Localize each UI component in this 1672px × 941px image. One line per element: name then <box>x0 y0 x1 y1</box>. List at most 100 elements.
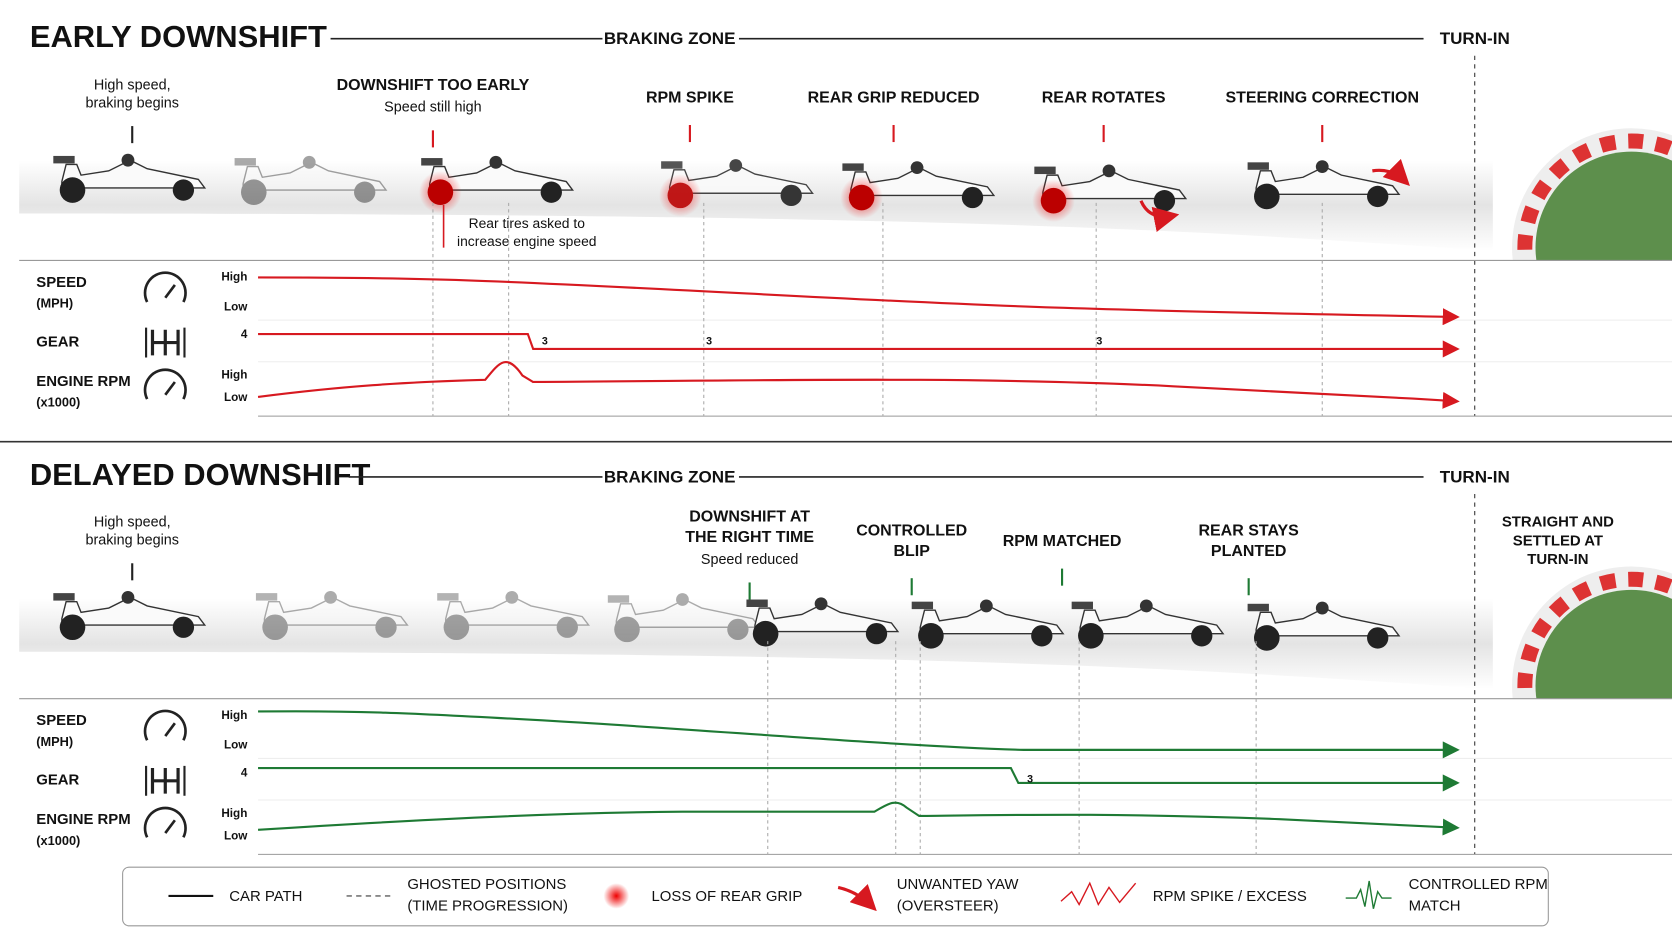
callout-heading: STEERING CORRECTION <box>1225 90 1419 107</box>
panel-title: EARLY DOWNSHIFT <box>30 19 327 54</box>
scale-label: High <box>221 709 247 722</box>
car <box>255 590 409 641</box>
front-wheel <box>780 184 802 207</box>
graph-lines <box>257 710 1460 836</box>
rear-wing <box>746 599 768 607</box>
helmet <box>1315 160 1329 173</box>
car <box>658 159 814 217</box>
yaw-arrow <box>1372 158 1410 187</box>
rear-wheel <box>667 182 694 209</box>
gauge-needle <box>164 722 176 737</box>
annotation: increase engine speed <box>457 233 596 249</box>
helmet <box>910 161 924 175</box>
legend-swatch <box>837 884 877 912</box>
rear-wheel <box>1040 187 1067 214</box>
graph-lines <box>257 276 1460 409</box>
car <box>53 590 207 641</box>
rear-wing <box>911 601 934 610</box>
scale-label: High <box>221 807 247 820</box>
scale-label: High <box>221 271 247 284</box>
helmet <box>505 590 519 604</box>
front-wheel <box>172 616 195 638</box>
rear-wing <box>1247 162 1269 170</box>
legend-label: (OVERSTEER) <box>897 898 999 915</box>
rear-wheel <box>240 179 267 205</box>
rear-wheel <box>1254 625 1280 651</box>
gauge-needle <box>164 381 176 396</box>
row-label: ENGINE RPM <box>36 373 130 390</box>
callout-note: Speed reduced <box>701 552 799 568</box>
helmet <box>1315 601 1329 615</box>
row-unit: (MPH) <box>36 734 73 749</box>
car <box>1032 164 1188 223</box>
car <box>746 597 900 647</box>
car <box>1247 601 1401 651</box>
rear-wing <box>53 155 75 164</box>
callout-heading: REAR GRIP REDUCED <box>808 90 980 107</box>
front-wheel <box>865 622 888 645</box>
gauge-needle <box>164 284 176 299</box>
front-wheel <box>727 618 749 641</box>
car <box>437 590 590 641</box>
row-label: ENGINE RPM <box>36 811 130 828</box>
car <box>53 153 207 203</box>
rear-wheel <box>59 177 86 203</box>
scale-label: 4 <box>241 328 248 341</box>
gear-mark: 3 <box>542 335 548 347</box>
legend-label: CONTROLLED RPM <box>1409 876 1548 893</box>
gauge-icon <box>143 368 187 400</box>
helmet <box>324 590 337 604</box>
legend-box <box>122 866 1549 927</box>
legend-swatch <box>1345 880 1392 909</box>
legend-label: UNWANTED YAW <box>897 876 1020 893</box>
rear-wing <box>842 163 864 171</box>
helmet <box>814 597 828 611</box>
rear-wheel <box>918 622 944 649</box>
legend-swatch <box>1060 881 1137 907</box>
rear-wheel <box>262 614 288 641</box>
rear-wing <box>255 593 278 601</box>
front-wheel <box>1367 627 1389 649</box>
car <box>840 161 996 219</box>
front-wheel <box>540 181 562 203</box>
helmet <box>489 155 503 169</box>
helmet <box>121 153 135 167</box>
callout-heading: BLIP <box>893 543 930 560</box>
front-wheel <box>375 616 397 638</box>
legend-swatch <box>603 883 630 909</box>
rear-wing <box>1071 601 1093 610</box>
front-wheel <box>354 181 376 203</box>
helmet <box>302 155 316 169</box>
front-wheel <box>1031 625 1053 647</box>
end-note: SETTLED AT <box>1513 532 1603 549</box>
gear-mark: 3 <box>706 335 712 347</box>
callout-note: braking begins <box>85 95 179 111</box>
callout-heading: REAR ROTATES <box>1042 90 1166 107</box>
rpm-trace <box>257 801 1460 836</box>
front-wheel <box>1367 185 1389 208</box>
car <box>1071 599 1225 649</box>
rear-wing <box>661 161 683 169</box>
helmet <box>1102 164 1116 178</box>
legend-label: LOSS OF REAR GRIP <box>652 888 803 905</box>
gear-icon <box>150 329 180 356</box>
rear-wing <box>1034 166 1056 175</box>
legend-label: MATCH <box>1409 898 1461 915</box>
callout-note: High speed, <box>94 515 171 531</box>
car-body <box>242 161 388 191</box>
legend-label: CAR PATH <box>229 888 302 905</box>
front-wheel <box>1153 190 1176 212</box>
gauge-icon <box>143 709 187 741</box>
gear-frame <box>145 327 186 358</box>
car-body <box>615 598 761 628</box>
car <box>1247 160 1401 210</box>
gauge-icon <box>143 806 187 838</box>
callout-note: braking begins <box>85 533 179 549</box>
gear-trace <box>258 766 1460 792</box>
rear-wing <box>437 593 459 601</box>
gauge-icon <box>143 271 187 303</box>
rpm-trace <box>257 361 1460 409</box>
rear-wheel <box>59 614 86 641</box>
helmet <box>979 599 993 613</box>
helmet <box>676 593 689 606</box>
